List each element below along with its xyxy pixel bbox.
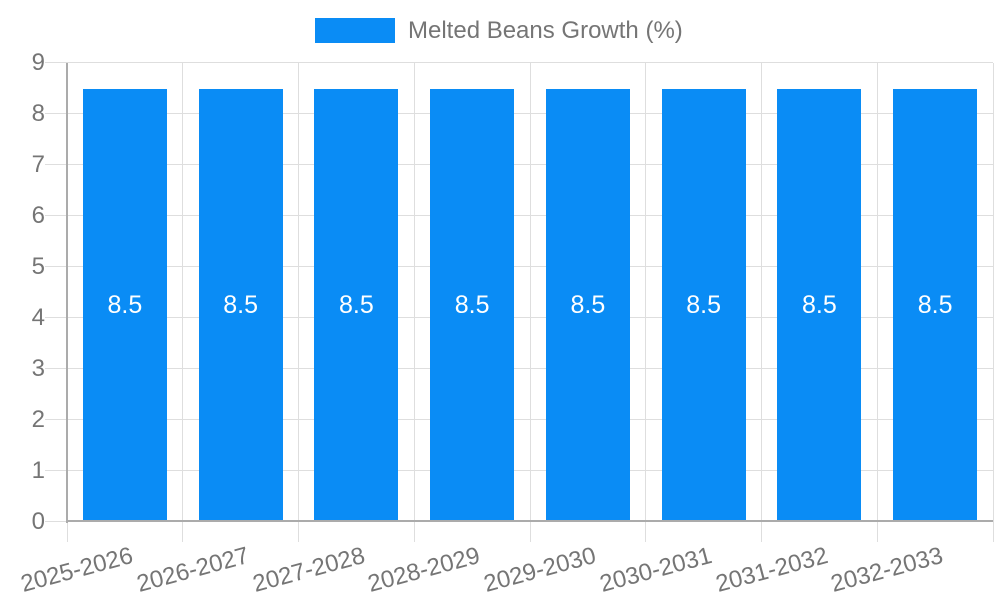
bar-value-label: 8.5 [686,290,721,319]
x-axis-tick-label: 2025-2026 [18,542,136,598]
gridline-h [45,215,993,216]
legend-label: Melted Beans Growth (%) [408,17,683,44]
bar[interactable] [82,88,167,521]
y-axis-tick-label: 0 [31,508,45,535]
bar-value-label: 8.5 [454,290,490,319]
x-axis-tick-label: 2030-2031 [596,542,715,598]
gridline-h [45,317,993,318]
gridline-h [45,62,993,63]
gridline-v [529,63,531,542]
bar-value-label: 8.5 [223,290,258,319]
x-axis-tick-label: 2028-2029 [365,542,484,598]
bar[interactable] [661,88,746,521]
x-axis-tick-label: 2027-2028 [249,542,368,598]
gridline-v [298,63,299,542]
bar[interactable] [777,88,862,521]
legend-swatch-icon [315,18,395,43]
x-axis-tick-label: 2032-2033 [828,542,947,598]
y-axis-tick-label: 1 [31,457,45,484]
y-axis-tick-label: 3 [31,355,45,382]
bar-value-label: 8.5 [107,290,143,319]
x-axis-tick-label: 2029-2030 [481,542,599,598]
gridline-v [761,63,762,542]
gridline-h [45,113,993,114]
x-axis-tick-label: 2026-2027 [133,542,252,598]
gridline-h [45,368,993,369]
gridline-h [45,164,993,165]
y-axis-tick-label: 9 [31,49,45,76]
gridline-v [413,63,415,542]
gridline-h [45,470,993,471]
y-axis-tick-label: 4 [31,304,45,331]
gridline-v [876,63,878,542]
gridline-v [992,63,994,542]
bar-value-label: 8.5 [338,290,374,319]
gridline-v [182,63,184,542]
bar[interactable] [545,88,630,521]
gridline-h [45,419,993,420]
bar-value-label: 8.5 [801,290,837,319]
y-axis-tick-label: 7 [31,151,45,178]
bar[interactable] [198,88,283,521]
bar-value-label: 8.5 [917,290,953,319]
bar[interactable] [314,88,399,521]
gridline-h [45,266,993,267]
legend[interactable]: Melted Beans Growth (%) [315,18,683,43]
gridline-v [645,63,647,542]
y-axis-line [66,63,68,523]
bar[interactable] [893,88,978,521]
x-axis-line [67,520,993,522]
y-axis-tick-label: 6 [31,202,45,229]
x-axis-tick-label: 2031-2032 [712,542,831,598]
y-axis-tick-label: 8 [31,100,45,127]
bar[interactable] [430,88,515,521]
y-axis-tick-label: 2 [31,406,45,433]
bar-value-label: 8.5 [570,290,606,319]
y-axis-tick-label: 5 [31,253,45,280]
